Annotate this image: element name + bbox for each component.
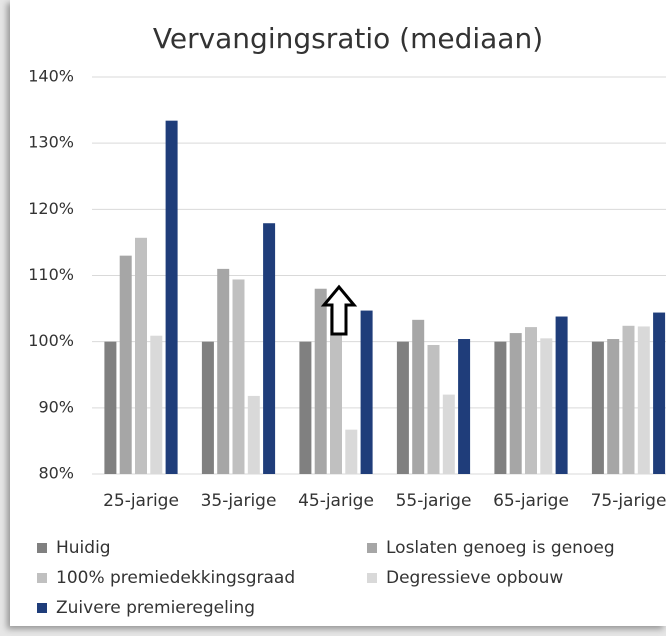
bar — [622, 325, 635, 474]
bar — [135, 237, 147, 474]
bar — [104, 341, 117, 474]
legend-label: 100% premiedekkingsgraad — [56, 568, 295, 588]
x-tick-label: 75-jarige — [591, 491, 666, 511]
legend-label: Huidig — [56, 538, 111, 558]
legend-swatch — [37, 543, 47, 553]
bar — [217, 268, 230, 474]
legend-label: Zuivere premieregeling — [56, 598, 255, 618]
bar — [232, 279, 245, 474]
bar — [540, 338, 553, 474]
legend-swatch — [367, 573, 377, 583]
y-tick-label: 120% — [28, 199, 74, 218]
bar — [412, 319, 425, 474]
bar — [494, 341, 507, 474]
bar — [442, 394, 455, 474]
bar — [525, 327, 537, 474]
bar — [637, 326, 650, 474]
legend-swatch — [367, 543, 377, 553]
x-tick-label: 45-jarige — [298, 491, 374, 511]
chart-title: Vervangingsratio (mediaan) — [153, 22, 543, 55]
y-tick-label: 110% — [28, 265, 74, 284]
x-tick-label: 25-jarige — [103, 491, 179, 511]
bar — [150, 335, 163, 474]
bar — [396, 341, 409, 474]
y-tick-label: 140% — [28, 67, 74, 86]
legend-label: Loslaten genoeg is genoeg — [386, 538, 615, 558]
bar — [591, 341, 604, 474]
bar — [607, 339, 620, 474]
bar — [427, 344, 440, 474]
y-tick-label: 100% — [28, 331, 74, 350]
bar — [201, 341, 214, 474]
x-tick-label: 35-jarige — [201, 491, 277, 511]
legend-label: Degressieve opbouw — [386, 568, 563, 588]
legend-swatch — [37, 603, 47, 613]
y-tick-label: 130% — [28, 133, 74, 152]
bar — [247, 395, 260, 474]
bar — [330, 308, 342, 474]
bar — [263, 223, 276, 474]
y-tick-label: 90% — [38, 397, 74, 416]
x-tick-label: 55-jarige — [396, 491, 472, 511]
bar — [458, 339, 471, 474]
bar — [555, 316, 568, 474]
legend-swatch — [37, 573, 47, 583]
x-tick-label: 65-jarige — [493, 491, 569, 511]
bar — [314, 288, 327, 474]
bar — [299, 341, 312, 474]
bar — [360, 310, 373, 474]
bar — [509, 333, 522, 474]
bar — [653, 312, 666, 474]
bar — [119, 255, 132, 474]
bar — [345, 429, 358, 474]
bar — [165, 120, 178, 475]
y-tick-label: 80% — [38, 464, 74, 483]
